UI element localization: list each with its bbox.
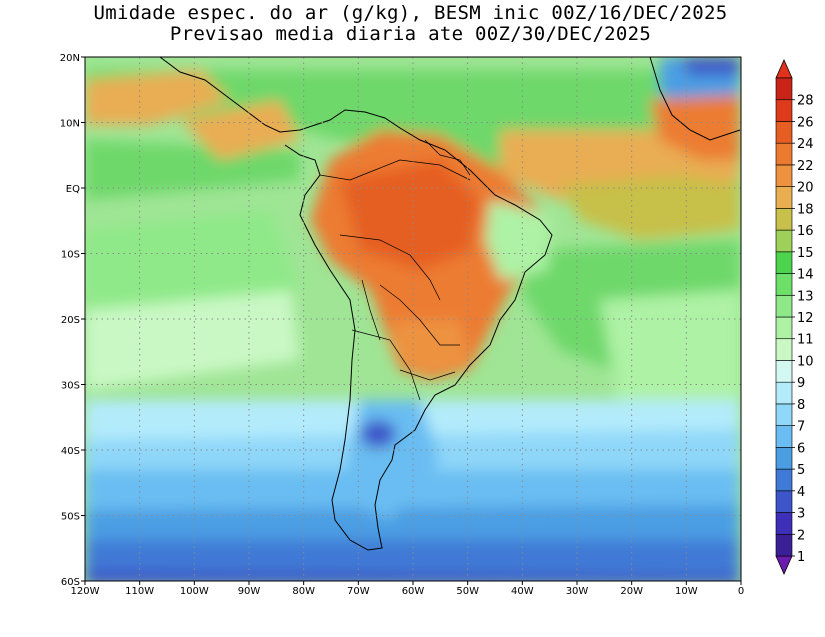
- colorbar-label: 6: [797, 441, 805, 456]
- colorbar-swatch: [775, 533, 793, 557]
- lon-tick-label: 120W: [71, 586, 100, 597]
- colorbar-label: 8: [797, 398, 805, 413]
- colorbar-label: 1: [797, 550, 805, 565]
- colorbar-label: 14: [797, 268, 814, 283]
- lon-tick-label: 90W: [238, 586, 261, 597]
- coastlines: [159, 57, 741, 551]
- lat-tick-label: 20S: [61, 315, 80, 326]
- colorbar-swatch: [775, 186, 793, 209]
- lon-tick-label: 20W: [620, 586, 643, 597]
- colorbar-label: 16: [797, 224, 814, 239]
- colorbar-label: 7: [797, 420, 805, 435]
- lat-tick-label: 10S: [61, 250, 80, 261]
- colorbar-swatch: [775, 251, 793, 274]
- colorbar-swatch: [775, 208, 793, 231]
- colorbar-label: 22: [797, 159, 814, 174]
- colorbar-label: 5: [797, 463, 805, 478]
- colorbar-label: 3: [797, 507, 805, 522]
- colorbar-swatch: [775, 468, 793, 492]
- colorbar-swatch: [775, 121, 793, 144]
- colorbar-label: 15: [797, 246, 814, 261]
- lat-tick-label: 30S: [61, 381, 80, 392]
- colorbar-swatch: [775, 338, 793, 361]
- lon-tick-label: 60W: [402, 586, 425, 597]
- colorbar-label: 20: [797, 181, 814, 196]
- lon-tick-label: 80W: [292, 586, 315, 597]
- colorbar-swatch: [775, 273, 793, 296]
- lon-tick-label: 110W: [125, 586, 154, 597]
- colorbar-swatch: [775, 229, 793, 253]
- colorbar-swatch: [775, 512, 793, 535]
- colorbar-over-arrow: [775, 59, 793, 79]
- colorbar-swatch: [775, 99, 793, 122]
- lon-tick-label: 40W: [511, 586, 534, 597]
- colorbar-swatch: [775, 142, 793, 166]
- lat-tick-label: 40S: [61, 446, 80, 457]
- map-title-line-1: Umidade espec. do ar (g/kg), BESM inic 0…: [93, 2, 728, 24]
- colorbar-swatch: [775, 403, 793, 426]
- colorbar-label: 13: [797, 289, 814, 304]
- colorbar-label: 18: [797, 202, 814, 217]
- lat-tick-label: 10N: [60, 119, 80, 130]
- lon-tick-label: 50W: [456, 586, 479, 597]
- colorbar-swatch: [775, 360, 793, 383]
- colorbar-swatch: [775, 316, 793, 340]
- lat-tick-label: 50S: [61, 512, 80, 523]
- colorbar-label: 11: [797, 333, 814, 348]
- lon-tick-label: 100W: [180, 586, 209, 597]
- map-title-line-2: Previsao media diaria ate 00Z/30/DEC/202…: [169, 23, 652, 45]
- colorbar-label: 12: [797, 311, 814, 326]
- colorbar-label: 26: [797, 115, 814, 130]
- colorbar-swatch: [775, 447, 793, 470]
- lon-tick-label: 0: [738, 586, 744, 597]
- colorbar-label: 28: [797, 94, 814, 109]
- colorbar-label: 10: [797, 354, 814, 369]
- colorbar-swatch: [775, 425, 793, 448]
- colorbar-swatch: [775, 77, 793, 101]
- lon-tick-label: 10W: [675, 586, 698, 597]
- colorbar-label: 4: [797, 485, 805, 500]
- colorbar-label: 9: [797, 376, 805, 391]
- lat-tick-label: EQ: [66, 184, 80, 195]
- colorbar-swatch: [775, 381, 793, 405]
- lon-tick-label: 70W: [347, 586, 370, 597]
- colorbar-swatch: [775, 490, 793, 513]
- colorbar-swatch: [775, 294, 793, 318]
- lat-tick-label: 60S: [61, 577, 80, 588]
- lon-tick-label: 30W: [566, 586, 589, 597]
- colorbar-label: 24: [797, 137, 814, 152]
- lat-tick-label: 20N: [60, 53, 80, 64]
- colorbar-under-arrow: [775, 555, 793, 575]
- axis-ticks: 120W 110W 100W 90W 80W 70W 60W 50W 40W 30W 20W 10W 0…: [60, 53, 744, 597]
- colorbar-label: 2: [797, 528, 805, 543]
- colorbar-swatch: [775, 164, 793, 187]
